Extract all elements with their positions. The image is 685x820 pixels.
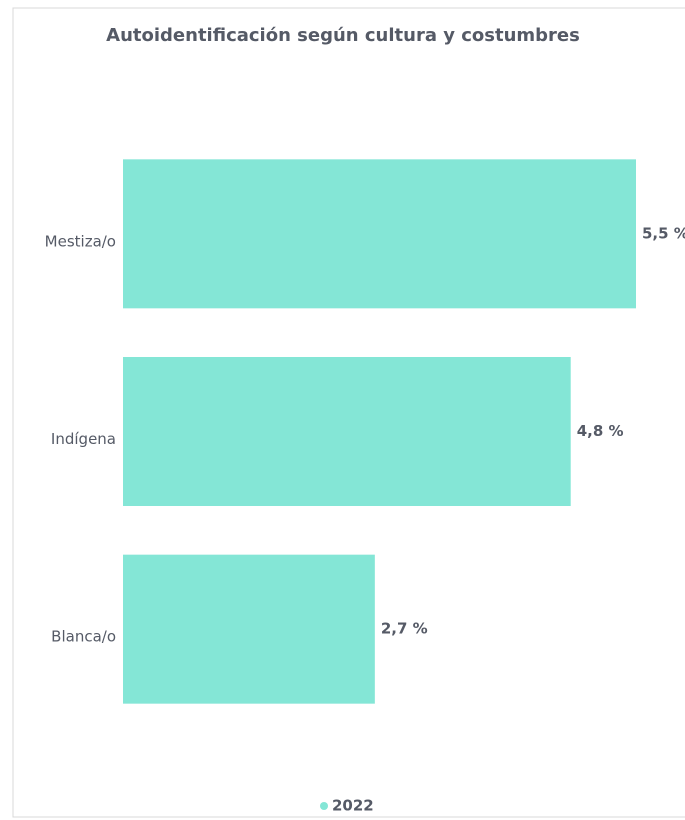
legend-label: 2022 [332, 797, 374, 815]
chart-title: Autoidentificación según cultura y costu… [106, 25, 580, 46]
bar [123, 159, 636, 309]
legend-marker [320, 802, 328, 810]
data-label: 5,5 % [642, 224, 685, 242]
bar [123, 357, 571, 506]
y-tick-label: Blanca/o [51, 628, 116, 646]
data-label: 4,8 % [577, 422, 624, 440]
y-tick-label: Indígena [51, 430, 116, 448]
data-label: 2,7 % [381, 620, 428, 638]
y-tick-label: Mestiza/o [45, 232, 116, 250]
bar [123, 554, 375, 704]
